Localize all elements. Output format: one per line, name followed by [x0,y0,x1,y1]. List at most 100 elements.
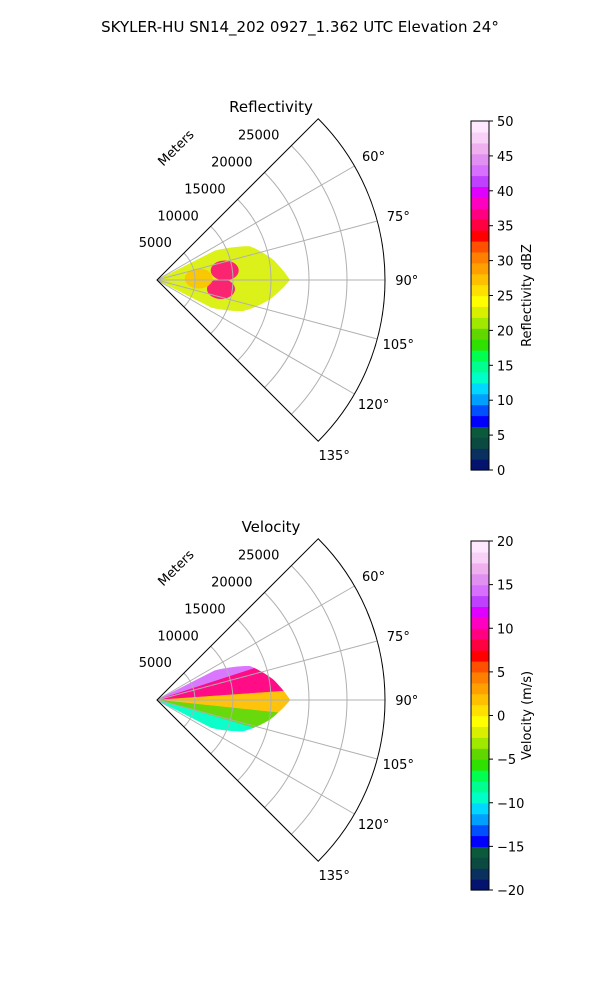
colorbar-segment [471,459,489,471]
colorbar-tick-label: 40 [497,185,514,200]
colorbar-segment [471,802,489,815]
colorbar-segment [471,393,489,406]
colorbar-segment [471,360,489,373]
azimuth-grid-1 [156,220,378,281]
azimuth-grid-4 [156,279,355,395]
colorbar-segment [471,759,489,771]
colorbar-segment [471,175,489,188]
azimuth-grid-1 [156,640,378,701]
azimuth-tick-label: 75° [387,630,410,645]
colorbar-segment [471,726,489,738]
colorbar-segment [471,639,489,651]
colorbar-segment [471,617,489,629]
range-axis-label: Meters [156,547,198,589]
colorbar-tick-label: −5 [497,753,516,768]
colorbar-segment [471,857,489,869]
colorbar-segment [471,262,489,275]
colorbar-segment [471,415,489,427]
range-tick-label: 10000 [157,209,198,224]
colorbar-segment [471,824,489,837]
range-tick-label: 20000 [211,156,252,171]
range-tick-label: 20000 [211,576,252,591]
azimuth-tick-label: 105° [383,338,414,353]
colorbar-segment [471,208,489,220]
colorbar-segment [471,715,489,728]
colorbar-tick-label: 10 [497,394,514,409]
colorbar-segment [471,704,489,717]
colorbar-segment [471,404,489,417]
colorbar-segment [471,660,489,673]
range-tick-label: 15000 [184,182,225,197]
echo-core-2 [184,268,213,289]
azimuth-grid-0 [156,165,355,281]
azimuth-tick-label: 120° [358,398,389,413]
sector-frame [156,538,386,862]
colorbar-segment [471,846,489,858]
colorbar-tick-label: 20 [497,535,514,550]
colorbar-segment [471,748,489,760]
colorbar-segment [471,671,489,684]
colorbar-tick-label: 20 [497,324,514,339]
echo-sector-2 [156,690,291,713]
panel-title: Velocity [242,518,301,536]
colorbar-tick-label: 10 [497,622,514,637]
range-tick-label: 5000 [139,236,172,251]
colorbar-segment [471,339,489,351]
colorbar-segment [471,650,489,662]
colorbar-tick-label: 0 [497,464,505,479]
colorbar-segment [471,273,489,286]
echo-core-0 [210,260,239,281]
colorbar-segment [471,584,489,597]
azimuth-tick-label: 60° [362,150,385,165]
colorbar-segment [471,448,489,460]
range-tick-label: 10000 [157,629,198,644]
colorbar-segment [471,541,489,553]
colorbar-segment [471,780,489,793]
azimuth-tick-label: 60° [362,570,385,585]
azimuth-grid-3 [156,279,378,340]
colorbar-segment [471,230,489,242]
colorbar-segment [471,317,489,329]
colorbar-segment [471,573,489,586]
colorbar-segment [471,197,489,209]
colorbar-segment [471,153,489,166]
colorbar-segment [471,835,489,847]
colorbar-segment [471,606,489,618]
range-tick-label: 25000 [238,129,279,144]
colorbar-tick-label: 15 [497,359,514,374]
reflectivity-panel: Reflectivity60°75°90°105°120°135°5000100… [139,98,535,479]
azimuth-tick-label: 135° [319,449,350,464]
figure-suptitle: SKYLER-HU SN14_202 0927_1.362 UTC Elevat… [101,18,499,37]
azimuth-grid-3 [156,699,378,760]
colorbar-tick-label: −20 [497,884,524,899]
colorbar-segment [471,868,489,880]
colorbar-segment [471,131,489,144]
colorbar-segment [471,284,489,297]
colorbar-segment [471,371,489,384]
range-axis-label: Meters [156,127,198,169]
colorbar-segment [471,437,489,449]
echo-core-1 [206,278,235,299]
panel-title: Reflectivity [229,98,313,116]
colorbar-segment [471,240,489,253]
colorbar-tick-label: −10 [497,797,524,812]
azimuth-grid-4 [156,699,355,815]
colorbar-tick-label: 45 [497,150,514,165]
colorbar-segment [471,121,489,133]
range-tick-label: 5000 [139,656,172,671]
colorbar-segment [471,219,489,231]
colorbar-tick-label: 30 [497,255,514,270]
colorbar-segment [471,879,489,891]
colorbar-segment [471,186,489,198]
sector-frame [156,118,386,442]
echo-sector-0 [156,665,256,701]
azimuth-tick-label: 105° [383,758,414,773]
colorbar-segment [471,693,489,706]
colorbar-segment [471,306,489,318]
colorbar-segment [471,164,489,177]
colorbar-tick-label: 5 [497,666,505,681]
echo-sector-1 [156,668,285,701]
colorbar-segment [471,770,489,782]
colorbar-segment [471,813,489,826]
azimuth-tick-label: 90° [395,274,418,289]
